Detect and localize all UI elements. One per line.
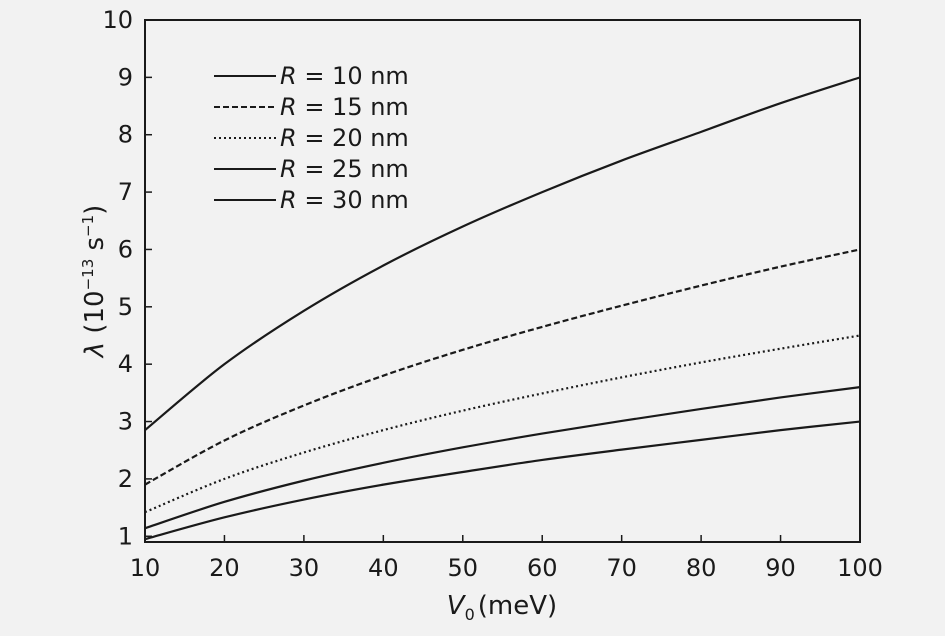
x-tick-label: 10 — [130, 554, 161, 582]
x-tick-label: 40 — [368, 554, 399, 582]
legend-series-name: = 15 nm — [297, 93, 409, 121]
series-line-2 — [144, 248, 861, 486]
legend-series-name: = 30 nm — [297, 186, 409, 214]
plot-frame — [144, 19, 861, 543]
y-tick-label: 6 — [118, 235, 133, 263]
legend-variable: R — [280, 124, 297, 152]
series-line-5 — [144, 420, 861, 541]
x-tick-label: 30 — [289, 554, 320, 582]
legend-series-name: = 25 nm — [297, 155, 409, 183]
y-tick-label: 9 — [118, 63, 133, 91]
series-group — [144, 76, 861, 541]
series-line-4 — [144, 386, 861, 530]
y-tick-label: 8 — [118, 121, 133, 149]
y-tick-label: 5 — [118, 293, 133, 321]
x-tick-label: 80 — [686, 554, 717, 582]
series-line-3 — [144, 334, 861, 514]
y-tick-label: 2 — [118, 465, 133, 493]
y-tick-label: 1 — [118, 522, 133, 550]
x-axis: 10 20 30 40 50 60 70 80 90 100 — [130, 535, 883, 582]
x-tick-label: 60 — [527, 554, 558, 582]
x-tick-label: 90 — [765, 554, 796, 582]
x-tick-label: 20 — [209, 554, 240, 582]
x-tick-label: 50 — [448, 554, 479, 582]
legend-label-4: R = 25 nm — [280, 155, 409, 183]
legend-label-5: R = 30 nm — [280, 186, 409, 214]
legend-variable: R — [280, 186, 297, 214]
legend-series-name: = 20 nm — [297, 124, 409, 152]
y-axis-label: λ (10−13 s−1) — [79, 205, 110, 360]
y-tick-label: 3 — [118, 408, 133, 436]
y-tick-label: 10 — [102, 6, 133, 34]
legend: R = 10 nmR = 15 nmR = 20 nmR = 25 nmR = … — [214, 62, 409, 214]
x-axis-label: V0 (meV) — [447, 591, 557, 624]
legend-variable: R — [280, 62, 297, 90]
y-tick-label: 4 — [118, 350, 133, 378]
x-tick-label: 70 — [606, 554, 637, 582]
legend-label-2: R = 15 nm — [280, 93, 409, 121]
legend-label-3: R = 20 nm — [280, 124, 409, 152]
legend-variable: R — [280, 93, 297, 121]
legend-label-1: R = 10 nm — [280, 62, 409, 90]
legend-variable: R — [280, 155, 297, 183]
series-line-1 — [144, 76, 861, 431]
legend-series-name: = 10 nm — [297, 62, 409, 90]
x-tick-label: 100 — [837, 554, 883, 582]
y-tick-label: 7 — [118, 178, 133, 206]
y-axis: 1 2 3 4 5 6 7 8 9 10 — [102, 6, 152, 550]
